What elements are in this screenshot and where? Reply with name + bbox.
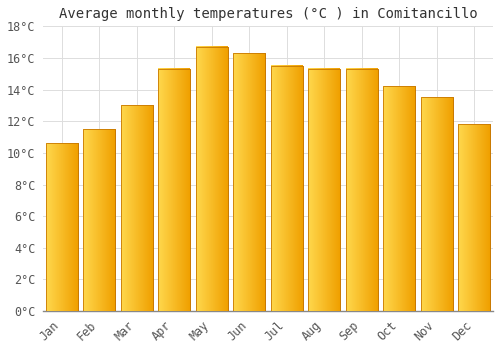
Bar <box>234 53 266 311</box>
Bar <box>384 86 415 311</box>
Bar <box>346 69 378 311</box>
Bar <box>458 124 490 311</box>
Bar <box>158 69 190 311</box>
Bar <box>84 129 116 311</box>
Bar <box>196 47 228 311</box>
Bar <box>271 66 303 311</box>
Bar <box>384 86 415 311</box>
Bar <box>121 105 153 311</box>
Bar <box>84 129 116 311</box>
Bar <box>46 144 78 311</box>
Bar <box>308 69 340 311</box>
Bar <box>234 53 266 311</box>
Bar <box>421 98 452 311</box>
Bar <box>346 69 378 311</box>
Bar <box>121 105 153 311</box>
Bar <box>158 69 190 311</box>
Bar <box>458 124 490 311</box>
Bar <box>196 47 228 311</box>
Bar <box>271 66 303 311</box>
Bar <box>46 144 78 311</box>
Bar <box>308 69 340 311</box>
Title: Average monthly temperatures (°C ) in Comitancillo: Average monthly temperatures (°C ) in Co… <box>58 7 478 21</box>
Bar <box>421 98 452 311</box>
